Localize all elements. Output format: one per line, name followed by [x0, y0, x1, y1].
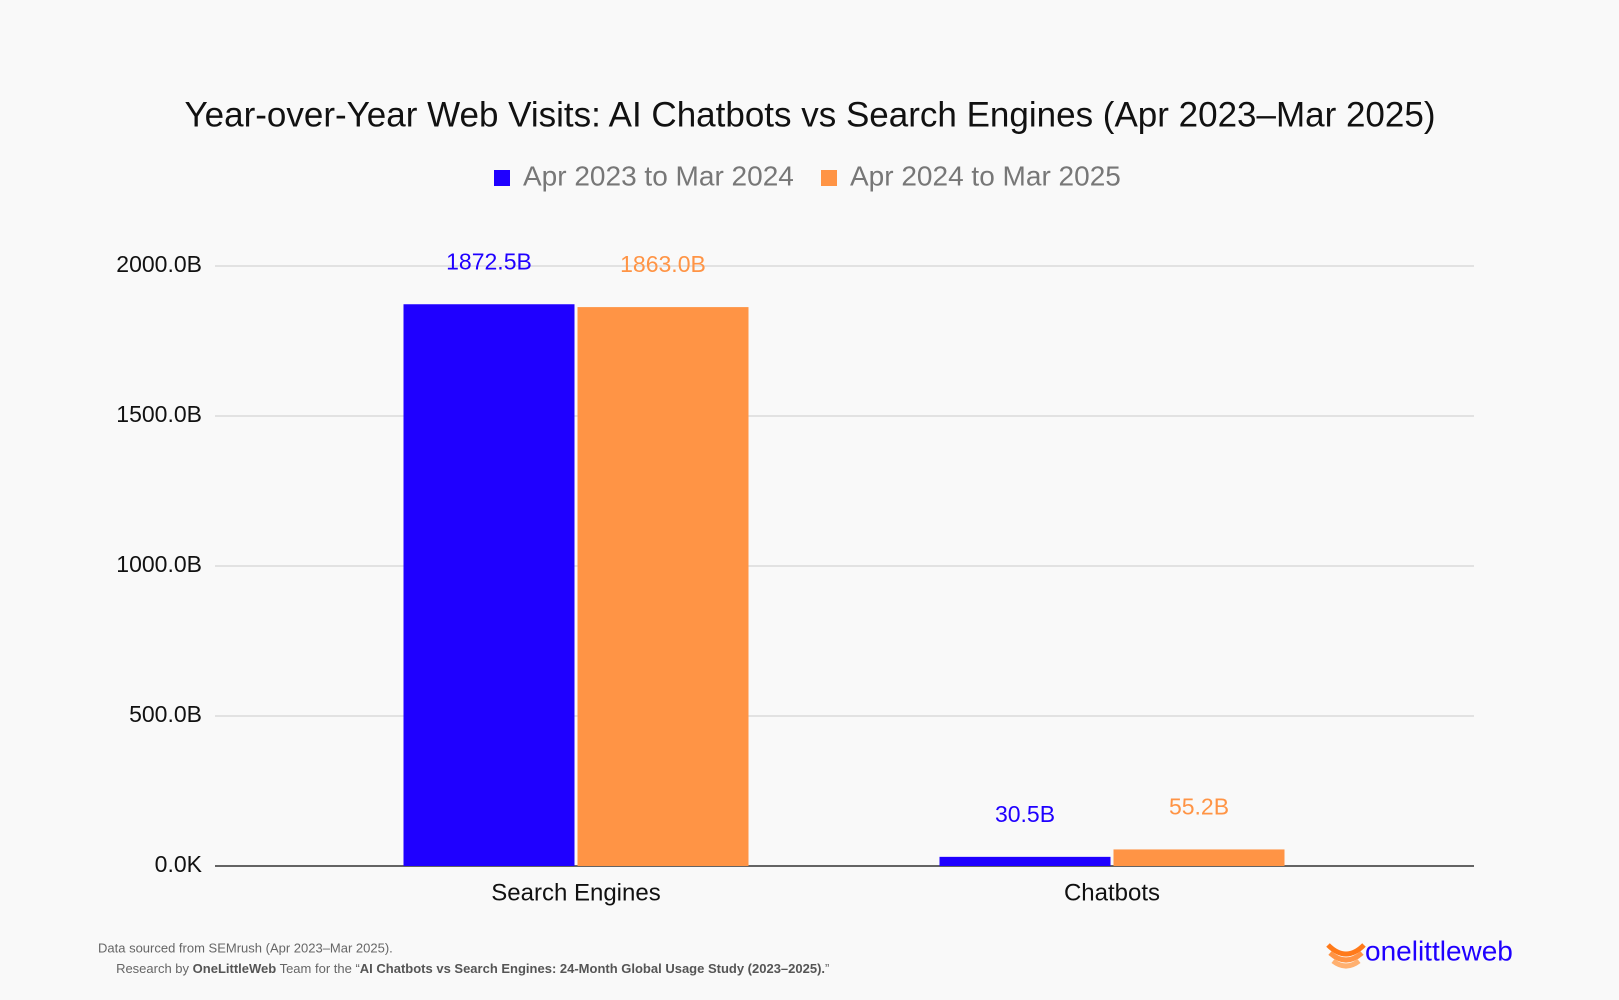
chart-title: Year-over-Year Web Visits: AI Chatbots v…	[185, 95, 1436, 134]
footer-credit: Research by OneLittleWeb Team for the “A…	[98, 961, 840, 976]
y-tick-label: 2000.0B	[116, 251, 202, 277]
value-label: 1863.0B	[620, 251, 706, 277]
legend-swatch	[821, 170, 837, 186]
legend-label: Apr 2023 to Mar 2024	[523, 160, 794, 191]
footer-text: Research by	[116, 961, 193, 976]
footer-text: ”	[825, 961, 829, 976]
y-tick-label: 0.0K	[155, 851, 203, 877]
bar	[577, 307, 749, 867]
x-tick-label: Chatbots	[1064, 879, 1160, 906]
y-tick-label: 1000.0B	[116, 551, 202, 577]
footer-source: Data sourced from SEMrush (Apr 2023–Mar …	[98, 940, 393, 955]
bar	[403, 304, 575, 866]
bar	[1113, 849, 1285, 866]
value-label: 55.2B	[1169, 794, 1229, 820]
footer-text: OneLittleWeb	[193, 961, 277, 976]
value-label: 1872.5B	[446, 248, 532, 274]
y-tick-label: 500.0B	[129, 701, 202, 727]
footer-text: Team for the “	[276, 961, 360, 976]
x-tick-label: Search Engines	[491, 879, 660, 906]
logo-icon	[1326, 943, 1366, 969]
bar	[939, 856, 1111, 866]
legend-label: Apr 2024 to Mar 2025	[850, 160, 1121, 191]
y-tick-label: 1500.0B	[116, 401, 202, 427]
legend-swatch	[494, 170, 510, 186]
footer-text: AI Chatbots vs Search Engines: 24-Month …	[360, 961, 825, 976]
value-label: 30.5B	[995, 801, 1055, 827]
logo-text: onelittleweb	[1365, 935, 1513, 966]
